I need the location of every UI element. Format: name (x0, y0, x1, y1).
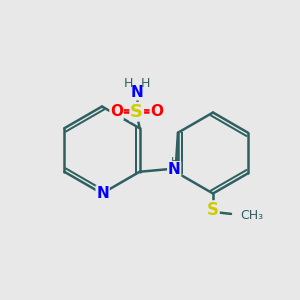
Text: H: H (171, 157, 179, 167)
Text: O: O (110, 104, 123, 119)
Text: S: S (130, 103, 143, 121)
Text: H: H (124, 77, 133, 90)
Text: H: H (140, 77, 150, 90)
Text: N: N (168, 162, 181, 177)
Text: S: S (207, 201, 219, 219)
Text: N: N (130, 85, 143, 100)
Text: CH₃: CH₃ (240, 209, 263, 222)
Text: O: O (150, 104, 163, 119)
Text: N: N (96, 186, 109, 201)
